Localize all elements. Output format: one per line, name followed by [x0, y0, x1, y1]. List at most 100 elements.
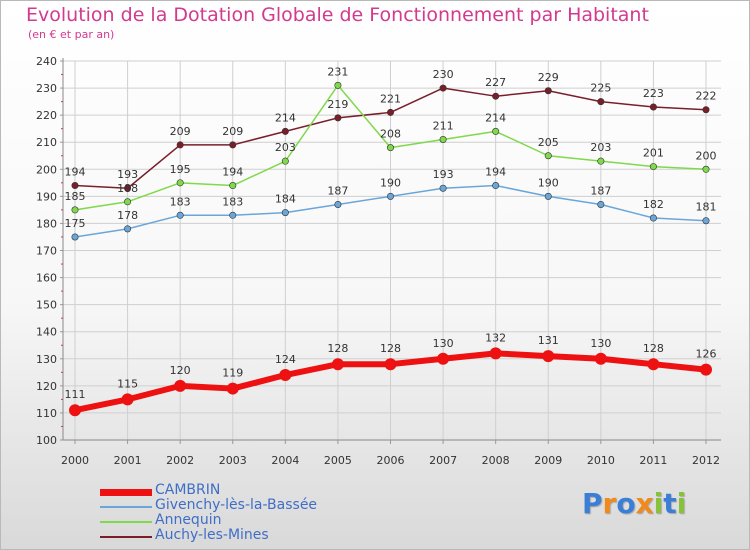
data-label-auchy-les-mines: 214 — [275, 111, 296, 124]
point-annequin — [334, 81, 342, 89]
point-auchy-les-mines — [649, 103, 657, 111]
axes — [62, 58, 721, 441]
point-auchy-les-mines — [702, 106, 710, 114]
point-annequin — [492, 127, 500, 135]
point-givenchy-les-la-bassee — [702, 217, 710, 225]
data-label-annequin: 200 — [696, 149, 717, 162]
data-label-givenchy-les-la-bassee: 175 — [65, 217, 86, 230]
data-label-cambrin: 111 — [65, 388, 86, 401]
legend-swatch — [100, 489, 152, 496]
x-axis-ticks: 2000 2001 2002 2003 2004 2005 2006 2007 2008 2009… — [61, 440, 720, 467]
point-auchy-les-mines — [597, 98, 605, 106]
legend-item: Givenchy-lès-la-Bassée — [100, 497, 420, 515]
point-annequin — [544, 152, 552, 160]
point-auchy-les-mines — [544, 87, 552, 95]
point-annequin — [597, 157, 605, 165]
point-cambrin — [647, 358, 660, 371]
data-label-cambrin: 132 — [485, 331, 506, 344]
legend-label: Givenchy-lès-la-Bassée — [155, 497, 318, 513]
grid-lines — [63, 60, 721, 440]
x-tick-label: 2006 — [377, 454, 405, 467]
data-label-annequin: 211 — [433, 120, 454, 133]
legend-swatch — [100, 536, 152, 538]
y-tick-label: 110 — [36, 407, 57, 420]
y-tick-label: 200 — [36, 163, 57, 176]
data-label-cambrin: 128 — [643, 342, 664, 355]
point-annequin — [281, 157, 289, 165]
y-tick-label: 140 — [36, 326, 57, 339]
legend-swatch — [100, 521, 152, 523]
data-label-annequin: 203 — [275, 141, 296, 154]
data-label-annequin: 203 — [590, 141, 611, 154]
data-label-givenchy-les-la-bassee: 183 — [170, 195, 191, 208]
data-label-annequin: 195 — [170, 163, 191, 176]
data-label-givenchy-les-la-bassee: 190 — [538, 176, 559, 189]
data-label-givenchy-les-la-bassee: 190 — [380, 176, 401, 189]
data-label-cambrin: 128 — [380, 342, 401, 355]
y-axis-ticks: 100 110 120 130 140 150 160 170 180 190 200 210 220 2… — [36, 55, 63, 447]
point-auchy-les-mines — [439, 84, 447, 92]
x-tick-label: 2003 — [219, 454, 247, 467]
point-auchy-les-mines — [71, 182, 79, 190]
x-tick-label: 2011 — [639, 454, 667, 467]
point-auchy-les-mines — [229, 141, 237, 149]
chart-title: Evolution de la Dotation Globale de Fonc… — [26, 4, 649, 26]
point-cambrin — [700, 363, 712, 376]
point-cambrin — [226, 382, 239, 395]
point-cambrin — [384, 358, 397, 371]
point-cambrin — [542, 350, 555, 363]
y-tick-label: 180 — [36, 217, 57, 230]
legend-item: Annequin — [100, 512, 420, 530]
logo-letter: i — [676, 487, 687, 520]
data-label-auchy-les-mines: 219 — [327, 98, 348, 111]
data-label-auchy-les-mines: 229 — [538, 71, 559, 84]
legend-item: CAMBRIN — [100, 482, 420, 500]
point-auchy-les-mines — [124, 184, 132, 192]
data-label-givenchy-les-la-bassee: 181 — [696, 201, 717, 214]
point-auchy-les-mines — [334, 114, 342, 122]
data-label-auchy-les-mines: 194 — [65, 166, 86, 179]
point-annequin — [386, 144, 394, 152]
data-label-annequin: 188 — [117, 182, 138, 195]
data-label-auchy-les-mines: 209 — [170, 125, 191, 138]
y-tick-label: 220 — [36, 109, 57, 122]
x-tick-label: 2007 — [429, 454, 457, 467]
data-label-cambrin: 119 — [222, 367, 243, 380]
point-cambrin — [437, 352, 450, 365]
point-givenchy-les-la-bassee — [649, 214, 657, 222]
point-auchy-les-mines — [386, 108, 394, 116]
y-tick-label: 170 — [36, 245, 57, 258]
data-label-auchy-les-mines: 230 — [433, 68, 454, 81]
legend-label: CAMBRIN — [155, 482, 221, 498]
point-givenchy-les-la-bassee — [334, 200, 342, 208]
y-tick-label: 120 — [36, 380, 57, 393]
y-tick-label: 230 — [36, 82, 57, 95]
data-labels: 194 193 209 209 214 219 221 230 227 229 225 223 222 1… — [65, 65, 717, 401]
x-tick-label: 2008 — [482, 454, 510, 467]
point-auchy-les-mines — [176, 141, 184, 149]
data-label-annequin: 201 — [643, 147, 664, 160]
point-givenchy-les-la-bassee — [229, 211, 237, 219]
point-auchy-les-mines — [281, 127, 289, 135]
point-annequin — [702, 165, 710, 173]
x-tick-label: 2002 — [166, 454, 194, 467]
point-annequin — [71, 206, 79, 214]
data-label-givenchy-les-la-bassee: 182 — [643, 198, 664, 211]
logo-letter: x — [635, 487, 654, 520]
x-tick-label: 2001 — [114, 454, 142, 467]
y-tick-label: 210 — [36, 136, 57, 149]
point-givenchy-les-la-bassee — [492, 182, 500, 190]
data-label-auchy-les-mines: 221 — [380, 92, 401, 105]
y-tick-label: 100 — [36, 434, 57, 447]
data-label-cambrin: 128 — [327, 342, 348, 355]
series-group — [69, 81, 712, 417]
data-label-annequin: 194 — [222, 166, 243, 179]
point-cambrin — [69, 404, 81, 417]
point-annequin — [124, 198, 132, 206]
data-label-auchy-les-mines: 193 — [117, 168, 138, 181]
point-cambrin — [489, 347, 502, 360]
data-label-annequin: 205 — [538, 136, 559, 149]
logo-letter: r — [602, 487, 617, 520]
legend-swatch — [100, 506, 152, 508]
